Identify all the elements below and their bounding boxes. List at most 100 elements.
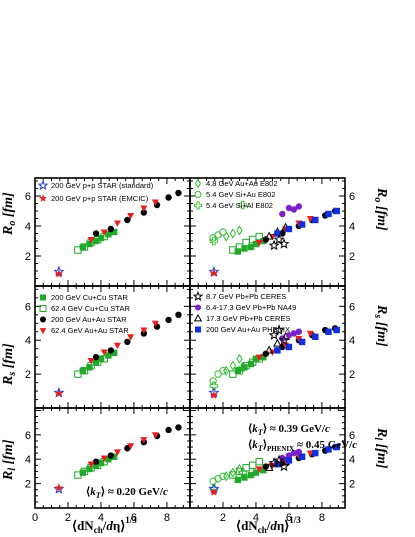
- data-point-ceres173: [264, 345, 274, 354]
- annotation-kt-left: ⟨kT⟩ ≈ 0.20 GeV/c: [86, 486, 168, 500]
- data-point-na49: [279, 210, 286, 218]
- ylabel-rs-left: Rs [fm]: [1, 343, 18, 386]
- data-point-right_cucu200: [260, 353, 267, 361]
- data-point-cucu62: [255, 457, 263, 466]
- data-point-cucu200: [86, 364, 93, 371]
- annotation-kt-right-1: ⟨kT⟩ ≈ 0.39 GeV/c: [248, 423, 330, 437]
- y-tick-label: 2: [349, 369, 355, 381]
- data-point-e802_siau: [219, 367, 227, 375]
- data-point-na49: [285, 204, 293, 212]
- y-tick-label: 2: [25, 479, 31, 491]
- data-point-auau62: [140, 437, 148, 444]
- data-point-cucu200: [105, 456, 112, 463]
- y-tick-label: 2: [349, 251, 355, 263]
- data-point-pp_emcic: [54, 389, 64, 398]
- x-tick-label: 6: [131, 512, 137, 524]
- x-tick-label: 0: [32, 512, 38, 524]
- x-tick-label: 8: [319, 512, 325, 524]
- data-point-e802_auau: [223, 471, 230, 482]
- data-point-na49: [279, 454, 286, 462]
- data-point-phenix: [312, 216, 319, 224]
- data-point-e802_siau: [209, 377, 217, 385]
- data-point-right_cucu200: [234, 367, 242, 374]
- data-point-phenix: [274, 230, 281, 237]
- legend-right-mid-label: 200 GeV Au+Au PHENIX: [206, 325, 290, 334]
- data-point-e802_siau: [214, 370, 222, 378]
- axis-ticks: 2 4 6 2 4 6 2 4 6 2 4 6 2 4 6 0 2 4 6 8 2 4 6 2 4 6 8: [25, 178, 355, 524]
- data-point-phenix: [285, 225, 293, 233]
- data-point-e802_auau: [229, 228, 237, 239]
- data-point-ceres87: [278, 334, 290, 345]
- legend-left-mid-marker: [40, 294, 46, 301]
- data-point-cucu200: [97, 459, 105, 467]
- legend-right-top-marker: [195, 178, 201, 189]
- data-point-cucu200: [110, 453, 118, 460]
- data-point-ceres87: [268, 239, 280, 251]
- data-point-auau62: [100, 229, 108, 236]
- data-point-cucu200: [92, 359, 100, 366]
- data-point-right_cucu200: [247, 360, 255, 368]
- y-tick-label: 6: [349, 191, 355, 203]
- ylabel-rl-right: Rl [fm]: [372, 427, 389, 469]
- x-tick-label: 4: [98, 512, 104, 524]
- legend-right-mid-label: 17.3 GeV Pb+Pb CERES: [206, 314, 290, 323]
- data-point-na49: [290, 206, 298, 213]
- y-tick-label: 6: [25, 191, 31, 203]
- panel-frames: [34, 177, 346, 509]
- data-point-auau200: [92, 353, 100, 361]
- data-point-right_auau200: [262, 350, 270, 357]
- y-tick-label: 4: [25, 454, 31, 466]
- data-point-e802_siau: [219, 228, 227, 236]
- x-tick-label: 2: [220, 512, 226, 524]
- panel-frame-rl-right: [189, 407, 346, 509]
- legend-left-top-label: 200 GeV p+p STAR (EMCIC): [51, 194, 149, 203]
- data-point-na49: [290, 330, 298, 337]
- data-point-cucu200: [79, 243, 87, 251]
- data-point-right_cucu200: [241, 245, 248, 252]
- x-tick-label: 6: [286, 512, 292, 524]
- ylabel-rs-right: Rs [fm]: [372, 304, 389, 347]
- ylabel-ro-right: Ro [fm]: [372, 187, 389, 231]
- y-tick-label: 6: [25, 301, 31, 313]
- data-point-pp_emcic: [54, 269, 64, 278]
- data-point-right_cucu200: [252, 240, 260, 248]
- data-point-ceres87: [278, 460, 290, 472]
- data-point-auau200: [175, 311, 182, 319]
- data-point-cucu200: [92, 237, 100, 245]
- data-point-pp_standard: [53, 483, 65, 494]
- data-point-auau200: [92, 230, 100, 237]
- legend-left-mid-marker: [39, 305, 47, 312]
- data-point-right_auau62: [255, 466, 263, 473]
- x-tick-label: 2: [65, 512, 71, 524]
- data-point-right_auau200: [262, 463, 270, 470]
- legend-right-top-marker: [194, 191, 202, 198]
- legend-right-top-label: 5.4 GeV Si+Al E802: [206, 201, 273, 210]
- data-point-e802_siau: [219, 472, 227, 480]
- legend-right-mid-marker: [195, 304, 201, 311]
- legends: 200 GeV p+p STAR (standard) 200 GeV p+p S…: [37, 178, 296, 335]
- data-point-auau62: [140, 205, 148, 212]
- legend-right-top-marker: [193, 201, 203, 210]
- legend-left-mid-label: 62.4 GeV Au+Au STAR: [51, 326, 129, 335]
- data-point-cucu200: [86, 465, 93, 473]
- y-tick-label: 4: [25, 221, 31, 233]
- data-point-phenix: [312, 449, 319, 457]
- data-point-right_cucu200: [247, 471, 255, 479]
- legend-left-top-label: 200 GeV p+p STAR (standard): [51, 181, 154, 190]
- data-point-e802_sial: [209, 236, 219, 246]
- data-point-e802_sial: [238, 200, 248, 210]
- data-point-phenix: [325, 210, 332, 218]
- data-point-right_cucu200: [234, 248, 242, 255]
- data-point-auau62: [127, 334, 135, 341]
- data-point-phenix: [312, 333, 319, 341]
- legend-right-mid-label: 8.7 GeV Pb+Pb CERES: [206, 292, 286, 301]
- data-point-na49: [295, 203, 303, 210]
- data-point-auau62: [113, 220, 121, 227]
- x-tick-label: 8: [164, 512, 170, 524]
- data-point-right_auau62: [255, 239, 263, 247]
- data-point-e802_auau: [229, 467, 237, 478]
- data-point-auau62: [127, 443, 135, 450]
- ylabel-rl-left: Rl [fm]: [1, 439, 18, 481]
- data-point-auau62: [100, 455, 108, 462]
- data-point-auau62: [140, 327, 148, 334]
